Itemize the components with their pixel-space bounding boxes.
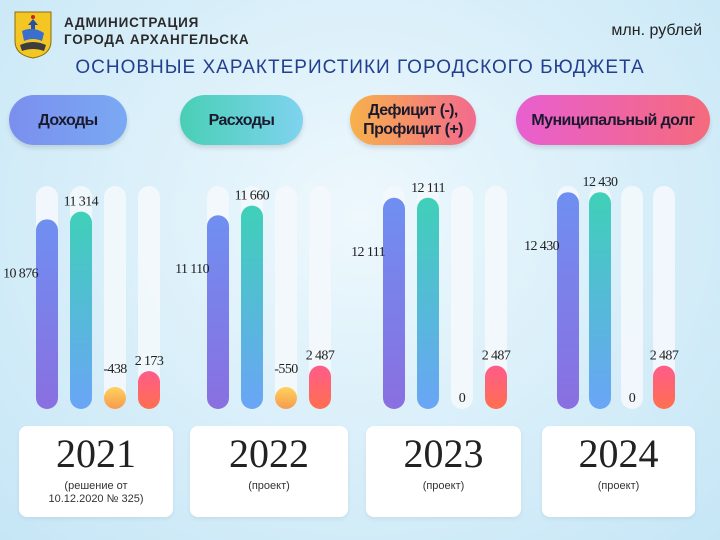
data-label: 0 [629,391,636,406]
bar-2024-3 [653,365,675,409]
bar-2022-3 [309,365,331,409]
year-label: 2023 [403,431,484,476]
organization-name: АДМИНИСТРАЦИЯ ГОРОДА АРХАНГЕЛЬСКА [64,14,249,48]
coat-of-arms-icon [14,11,52,59]
header: АДМИНИСТРАЦИЯ ГОРОДА АРХАНГЕЛЬСКА млн. р… [0,0,720,90]
bar-2024-0 [557,192,579,409]
data-label: 11 660 [235,189,270,204]
bar-2023-1 [417,197,439,409]
data-label: -438 [103,362,127,377]
category-debt-pill: Муниципальный долг [516,95,710,145]
bar-track [275,186,297,409]
year-label: 2021 [56,431,136,476]
year-note: (проект) [422,480,465,492]
org-line-2: ГОРОДА АРХАНГЕЛЬСКА [64,32,250,47]
bar-track [621,186,643,409]
data-label: 12 111 [351,245,385,260]
bar-2022-1 [241,205,263,409]
data-label: 12 111 [411,181,445,196]
category-expenses-pill: Расходы [180,95,303,145]
year-card-2021: 2021 (решение от 10.12.2020 № 325) [19,426,173,517]
data-label: 2 487 [650,349,679,364]
bar-2023-3 [485,365,507,409]
data-label: 11 314 [64,195,99,210]
data-label: 0 [459,391,466,406]
data-label: 2 173 [135,354,164,369]
year-label: 2024 [578,431,659,476]
year-note-2: 10.12.2020 № 325) [48,493,144,505]
year-note: (проект) [248,480,290,492]
bar-2022-0 [207,215,229,409]
bar-2024-1 [589,192,611,409]
data-label: 12 430 [583,175,619,190]
bar-2021-0 [36,219,58,409]
data-label: -550 [274,362,298,377]
category-debt-label: Муниципальный долг [531,111,695,129]
year-card-2023: 2023 (проект) [366,426,521,517]
bar-2022-2 [275,387,297,409]
data-label: 2 487 [306,349,335,364]
data-label: 2 487 [482,349,511,364]
data-label: 11 110 [175,262,209,277]
data-label: 12 430 [524,239,560,254]
bar-2021-1 [70,211,92,409]
unit-label: млн. рублей [611,22,702,39]
category-income-pill: Доходы [9,95,127,145]
year-label: 2022 [229,431,309,476]
category-deficit-label-2: Профицит (+) [363,121,463,138]
data-label: 10 876 [3,266,39,281]
category-income-label: Доходы [38,111,98,129]
org-line-1: АДМИНИСТРАЦИЯ [64,15,200,30]
bar-track [485,186,507,409]
bar-track [104,186,126,409]
bar-track [451,186,473,409]
year-note: (проект) [597,480,640,492]
bar-track [309,186,331,409]
year-card-2024: 2024 (проект) [542,426,695,517]
bar-track [138,186,160,409]
bar-2021-3 [138,371,160,409]
category-deficit-pill: Дефицит (-), Профицит (+) [350,95,476,145]
category-expenses-label: Расходы [208,111,275,129]
page-title: ОСНОВНЫЕ ХАРАКТЕРИСТИКИ ГОРОДСКОГО БЮДЖЕ… [75,57,645,78]
year-card-2022: 2022 (проект) [190,426,348,517]
category-deficit-label-1: Дефицит (-), [368,102,458,119]
bar-track [653,186,675,409]
bar-2023-0 [383,197,405,409]
year-note-1: (решение от [64,480,128,492]
bar-2021-2 [104,387,126,409]
